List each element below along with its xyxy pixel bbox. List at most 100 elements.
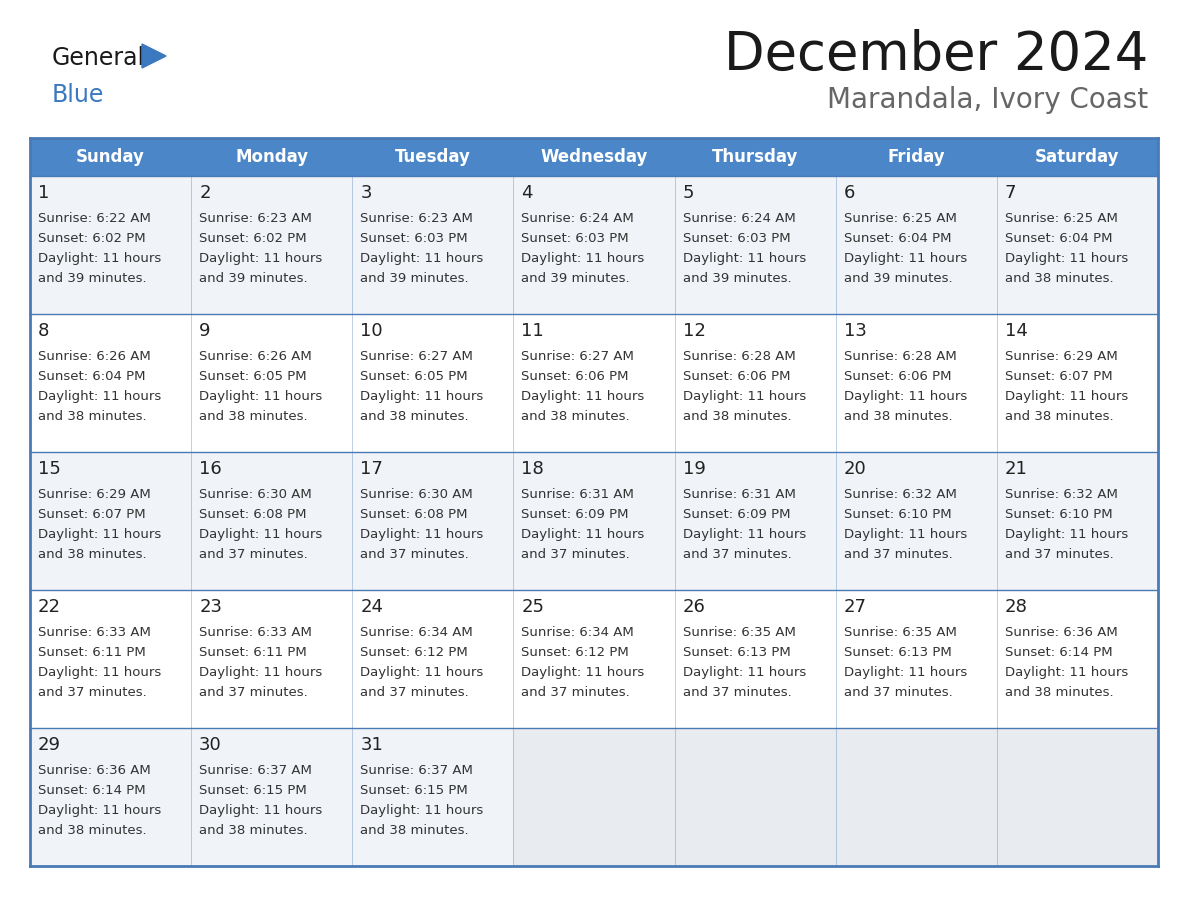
Text: 14: 14 [1005,322,1028,340]
Text: Daylight: 11 hours: Daylight: 11 hours [360,252,484,265]
Text: Daylight: 11 hours: Daylight: 11 hours [360,666,484,679]
Text: General: General [52,46,145,70]
Text: and 39 minutes.: and 39 minutes. [683,272,791,285]
Text: Daylight: 11 hours: Daylight: 11 hours [843,528,967,541]
Text: and 38 minutes.: and 38 minutes. [200,824,308,837]
Text: Sunset: 6:06 PM: Sunset: 6:06 PM [683,370,790,383]
Text: Sunset: 6:07 PM: Sunset: 6:07 PM [1005,370,1112,383]
Text: 5: 5 [683,184,694,202]
Text: Daylight: 11 hours: Daylight: 11 hours [1005,252,1129,265]
Text: Friday: Friday [887,148,946,166]
Text: Sunset: 6:02 PM: Sunset: 6:02 PM [38,232,146,245]
Text: Daylight: 11 hours: Daylight: 11 hours [360,390,484,403]
Text: Daylight: 11 hours: Daylight: 11 hours [200,528,322,541]
Text: Sunset: 6:12 PM: Sunset: 6:12 PM [522,646,630,659]
Bar [30,176,1158,314]
Text: and 37 minutes.: and 37 minutes. [360,686,469,699]
Text: and 38 minutes.: and 38 minutes. [843,410,953,423]
Text: Sunrise: 6:25 AM: Sunrise: 6:25 AM [1005,212,1118,225]
Text: Sunrise: 6:23 AM: Sunrise: 6:23 AM [360,212,473,225]
Text: 24: 24 [360,598,384,616]
Text: Sunrise: 6:37 AM: Sunrise: 6:37 AM [200,764,312,777]
Text: Sunset: 6:04 PM: Sunset: 6:04 PM [1005,232,1112,245]
Text: Monday: Monday [235,148,308,166]
Text: Daylight: 11 hours: Daylight: 11 hours [1005,528,1129,541]
Text: Sunset: 6:09 PM: Sunset: 6:09 PM [683,508,790,521]
Text: 23: 23 [200,598,222,616]
Text: Sunset: 6:08 PM: Sunset: 6:08 PM [360,508,468,521]
Text: 12: 12 [683,322,706,340]
Text: 31: 31 [360,736,384,754]
Text: Daylight: 11 hours: Daylight: 11 hours [843,390,967,403]
Text: Sunset: 6:14 PM: Sunset: 6:14 PM [38,784,146,797]
Text: Saturday: Saturday [1035,148,1119,166]
Text: Daylight: 11 hours: Daylight: 11 hours [522,390,645,403]
Text: Sunrise: 6:35 AM: Sunrise: 6:35 AM [683,626,796,639]
Text: 11: 11 [522,322,544,340]
Text: Sunset: 6:15 PM: Sunset: 6:15 PM [360,784,468,797]
Text: Wednesday: Wednesday [541,148,647,166]
Text: Sunset: 6:08 PM: Sunset: 6:08 PM [200,508,307,521]
Text: Daylight: 11 hours: Daylight: 11 hours [683,528,805,541]
Text: and 39 minutes.: and 39 minutes. [522,272,630,285]
Bar [30,590,1158,728]
Text: 22: 22 [38,598,61,616]
Text: Sunrise: 6:37 AM: Sunrise: 6:37 AM [360,764,473,777]
Text: 28: 28 [1005,598,1028,616]
Text: 9: 9 [200,322,210,340]
Text: and 37 minutes.: and 37 minutes. [522,686,630,699]
Text: Sunset: 6:14 PM: Sunset: 6:14 PM [1005,646,1112,659]
Text: 10: 10 [360,322,383,340]
Bar [675,728,835,866]
Text: Sunset: 6:03 PM: Sunset: 6:03 PM [360,232,468,245]
Text: Sunday: Sunday [76,148,145,166]
Text: and 37 minutes.: and 37 minutes. [38,686,147,699]
Bar [513,728,675,866]
Text: Thursday: Thursday [712,148,798,166]
Text: Daylight: 11 hours: Daylight: 11 hours [522,666,645,679]
Text: 4: 4 [522,184,533,202]
Text: Sunrise: 6:31 AM: Sunrise: 6:31 AM [683,488,796,501]
Text: Sunrise: 6:28 AM: Sunrise: 6:28 AM [683,350,795,363]
Text: 16: 16 [200,460,222,478]
Text: 30: 30 [200,736,222,754]
Text: Sunset: 6:12 PM: Sunset: 6:12 PM [360,646,468,659]
Text: and 38 minutes.: and 38 minutes. [38,410,146,423]
Text: and 38 minutes.: and 38 minutes. [200,410,308,423]
Bar [30,314,1158,452]
Text: Sunrise: 6:34 AM: Sunrise: 6:34 AM [522,626,634,639]
Text: Sunset: 6:10 PM: Sunset: 6:10 PM [1005,508,1112,521]
Text: 18: 18 [522,460,544,478]
Text: 25: 25 [522,598,544,616]
Text: and 38 minutes.: and 38 minutes. [38,824,146,837]
Text: Sunrise: 6:29 AM: Sunrise: 6:29 AM [38,488,151,501]
Text: 20: 20 [843,460,866,478]
Text: Marandala, Ivory Coast: Marandala, Ivory Coast [827,86,1148,114]
Text: Daylight: 11 hours: Daylight: 11 hours [38,804,162,817]
Text: and 38 minutes.: and 38 minutes. [683,410,791,423]
Text: Daylight: 11 hours: Daylight: 11 hours [522,528,645,541]
Text: Sunset: 6:05 PM: Sunset: 6:05 PM [360,370,468,383]
Text: and 37 minutes.: and 37 minutes. [522,548,630,561]
Text: and 37 minutes.: and 37 minutes. [683,686,791,699]
Text: Daylight: 11 hours: Daylight: 11 hours [38,666,162,679]
Bar [30,452,1158,590]
Text: Sunrise: 6:30 AM: Sunrise: 6:30 AM [360,488,473,501]
Text: Daylight: 11 hours: Daylight: 11 hours [683,666,805,679]
Text: Sunrise: 6:31 AM: Sunrise: 6:31 AM [522,488,634,501]
Text: Daylight: 11 hours: Daylight: 11 hours [843,252,967,265]
Text: Daylight: 11 hours: Daylight: 11 hours [38,252,162,265]
Text: and 37 minutes.: and 37 minutes. [843,686,953,699]
Text: Sunrise: 6:27 AM: Sunrise: 6:27 AM [360,350,473,363]
Text: 21: 21 [1005,460,1028,478]
Text: December 2024: December 2024 [723,29,1148,81]
Text: and 37 minutes.: and 37 minutes. [843,548,953,561]
Text: and 38 minutes.: and 38 minutes. [38,548,146,561]
Text: Sunrise: 6:22 AM: Sunrise: 6:22 AM [38,212,151,225]
Text: Sunrise: 6:36 AM: Sunrise: 6:36 AM [38,764,151,777]
Text: 1: 1 [38,184,50,202]
Text: Sunrise: 6:23 AM: Sunrise: 6:23 AM [200,212,312,225]
Text: and 38 minutes.: and 38 minutes. [1005,410,1113,423]
Text: Daylight: 11 hours: Daylight: 11 hours [200,252,322,265]
Text: and 37 minutes.: and 37 minutes. [200,686,308,699]
